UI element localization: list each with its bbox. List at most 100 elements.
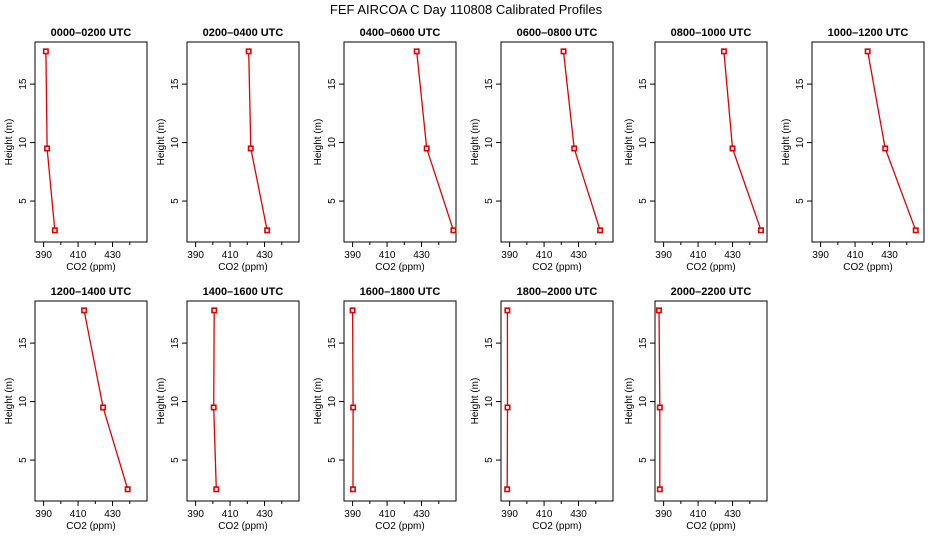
profile-panel: 0000–0200 UTC 390 410 430 5 10 15 CO2 (ppm) Heig…	[4, 27, 148, 273]
x-tick-label: 410	[379, 250, 396, 261]
profile-point	[213, 486, 220, 493]
x-tick-label: 430	[724, 509, 741, 520]
profile-line	[723, 51, 762, 231]
profile-point	[44, 145, 51, 152]
x-axis-label: CO2 (ppm)	[218, 521, 267, 532]
profile-line	[658, 310, 661, 490]
profile-point	[597, 227, 604, 234]
x-axis-label: CO2 (ppm)	[532, 262, 581, 273]
x-axis-label: CO2 (ppm)	[843, 262, 892, 273]
profile-point	[864, 48, 871, 55]
y-tick-label: 15	[18, 337, 29, 349]
panel-title: 1000–1200 UTC	[828, 27, 909, 39]
profile-point	[720, 48, 727, 55]
plot-frame	[654, 41, 768, 243]
y-tick-label: 5	[18, 198, 29, 204]
profile-panel: 1000–1200 UTC 390 410 430 5 10 15 CO2 (ppm) Heig…	[781, 27, 925, 273]
figure-title: FEF AIRCOA C Day 110808 Calibrated Profi…	[330, 2, 603, 17]
y-tick-label: 10	[18, 137, 29, 149]
y-axis-label: Height (m)	[156, 378, 167, 425]
y-tick-label: 5	[327, 198, 338, 204]
y-tick-label: 15	[638, 337, 649, 349]
x-tick-label: 390	[655, 509, 672, 520]
x-tick-label: 410	[690, 509, 707, 520]
profile-point	[882, 145, 889, 152]
profile-point	[211, 307, 218, 314]
x-axis-label: CO2 (ppm)	[66, 521, 115, 532]
x-tick-label: 390	[344, 250, 361, 261]
profile-point	[504, 404, 511, 411]
y-tick-label: 10	[484, 137, 495, 149]
y-axis-label: Height (m)	[156, 119, 167, 166]
x-tick-label: 390	[655, 250, 672, 261]
y-tick-label: 10	[170, 137, 181, 149]
y-tick-label: 15	[795, 78, 806, 90]
x-tick-label: 390	[344, 509, 361, 520]
x-tick-label: 410	[222, 509, 239, 520]
profile-panel: 0400–0600 UTC 390 410 430 5 10 15 CO2 (ppm) Heig…	[313, 27, 457, 273]
profile-point	[51, 227, 58, 234]
profile-point	[100, 404, 107, 411]
y-tick-label: 5	[170, 198, 181, 204]
x-tick-label: 430	[570, 509, 587, 520]
x-axis-label: CO2 (ppm)	[375, 262, 424, 273]
panel-title: 1200–1400 UTC	[51, 286, 132, 298]
profile-panel: 0600–0800 UTC 390 410 430 5 10 15 CO2 (ppm) Heig…	[470, 27, 614, 273]
plot-frame	[186, 41, 300, 243]
y-tick-label: 10	[638, 137, 649, 149]
x-axis-label: CO2 (ppm)	[532, 521, 581, 532]
y-tick-label: 5	[18, 457, 29, 463]
x-tick-label: 430	[104, 509, 121, 520]
y-tick-label: 15	[484, 78, 495, 90]
x-tick-label: 430	[256, 509, 273, 520]
profile-line	[416, 51, 455, 231]
y-tick-label: 15	[638, 78, 649, 90]
y-tick-label: 5	[795, 198, 806, 204]
x-tick-label: 430	[256, 250, 273, 261]
y-tick-label: 5	[638, 198, 649, 204]
x-tick-label: 430	[570, 250, 587, 261]
panel-title: 0400–0600 UTC	[360, 27, 441, 39]
x-tick-label: 410	[70, 250, 87, 261]
panel-title: 0200–0400 UTC	[203, 27, 284, 39]
y-tick-label: 15	[484, 337, 495, 349]
y-tick-label: 15	[327, 337, 338, 349]
y-tick-label: 5	[638, 457, 649, 463]
profile-line	[867, 51, 917, 231]
profile-line	[351, 310, 354, 490]
x-tick-label: 430	[413, 509, 430, 520]
x-tick-label: 390	[35, 509, 52, 520]
x-tick-label: 390	[812, 250, 829, 261]
panel-title: 1600–1800 UTC	[360, 286, 441, 298]
profile-point	[912, 227, 919, 234]
profile-panel: 0200–0400 UTC 390 410 430 5 10 15 CO2 (ppm) Heig…	[156, 27, 300, 273]
y-tick-label: 10	[18, 396, 29, 408]
x-tick-label: 390	[187, 509, 204, 520]
y-tick-label: 15	[170, 337, 181, 349]
x-axis-label: CO2 (ppm)	[66, 262, 115, 273]
profile-point	[264, 227, 271, 234]
y-axis-label: Height (m)	[624, 119, 635, 166]
y-axis-label: Height (m)	[4, 119, 15, 166]
x-axis-label: CO2 (ppm)	[686, 521, 735, 532]
x-tick-label: 410	[222, 250, 239, 261]
x-tick-label: 410	[379, 509, 396, 520]
plot-frame	[186, 300, 300, 502]
x-tick-label: 410	[536, 509, 553, 520]
profile-panel: 1400–1600 UTC 390 410 430 5 10 15 CO2 (ppm) Heig…	[156, 286, 300, 532]
profile-point	[504, 307, 511, 314]
x-tick-label: 430	[104, 250, 121, 261]
profile-panel: 1800–2000 UTC 390 410 430 5 10 15 CO2 (ppm) Heig…	[470, 286, 614, 532]
profile-point	[450, 227, 457, 234]
x-axis-label: CO2 (ppm)	[686, 262, 735, 273]
panel-title: 1400–1600 UTC	[203, 286, 284, 298]
x-tick-label: 390	[35, 250, 52, 261]
profile-point	[655, 307, 662, 314]
profile-point	[413, 48, 420, 55]
profile-point	[729, 145, 736, 152]
x-tick-label: 390	[187, 250, 204, 261]
profile-panel: 1200–1400 UTC 390 410 430 5 10 15 CO2 (ppm) Heig…	[4, 286, 148, 532]
profile-point	[350, 404, 357, 411]
y-tick-label: 5	[484, 457, 495, 463]
